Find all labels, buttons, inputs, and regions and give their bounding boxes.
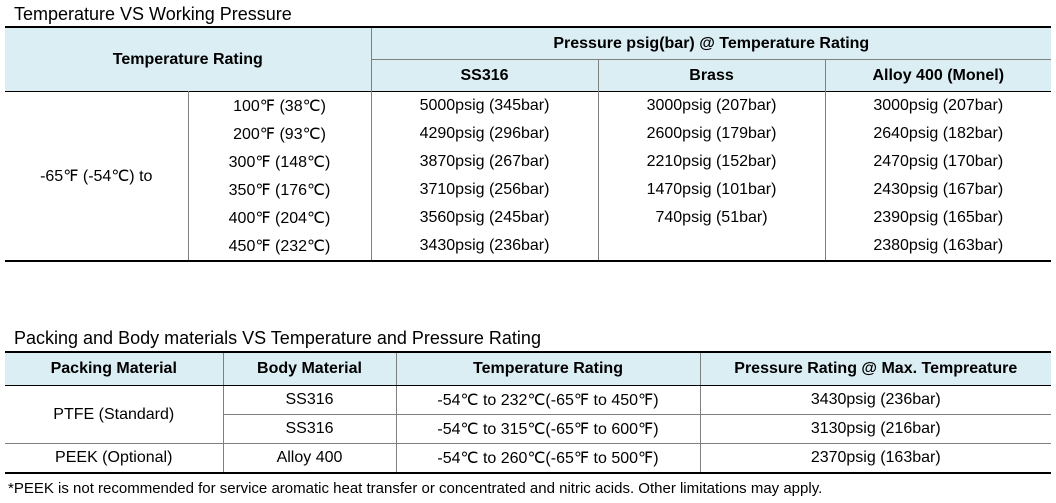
brass-cell: 740psig (51bar): [598, 204, 826, 232]
header-ss316: SS316: [371, 59, 599, 92]
body-cell: SS316: [223, 414, 397, 444]
packing-ptfe-cell: PTFE (Standard): [5, 385, 224, 444]
ss316-cell: 5000psig (345bar): [371, 91, 599, 120]
pressure-cell: 3130psig (216bar): [700, 414, 1051, 444]
alloy-cell: 2380psig (163bar): [873, 237, 1004, 254]
pressure-cell: 3430psig (236bar): [700, 385, 1051, 415]
temp-cell: -54℃ to 315℃(-65℉ to 600℉): [396, 414, 701, 444]
pressure-cell: 2370psig (163bar): [810, 449, 941, 466]
header-pressure-rating: Pressure Rating @ Max. Tempreature: [700, 352, 1051, 386]
header-brass: Brass: [598, 59, 826, 92]
temp-cell: -54℃ to 232℃(-65℉ to 450℉): [396, 385, 701, 415]
alloy-cell: 2470psig (170bar): [873, 153, 1004, 170]
table-row: 300℉ (148℃) 3870psig (267bar) 2210psig (…: [5, 148, 1051, 176]
header-packing-material: Packing Material: [5, 352, 224, 386]
temp-cell: 100℉ (38℃): [188, 91, 372, 120]
header-temperature-rating: Temperature Rating: [396, 352, 701, 386]
header-temperature-rating: Temperature Rating: [5, 27, 372, 92]
brass-cell: [598, 232, 826, 261]
temperature-range-label: -65℉ (-54℃) to: [5, 91, 189, 261]
ss316-cell: 3710psig (256bar): [371, 176, 599, 204]
table-row: 350℉ (176℃) 3710psig (256bar) 1470psig (…: [5, 176, 1051, 204]
table-row: 200℉ (93℃) 4290psig (296bar) 2600psig (1…: [5, 120, 1051, 148]
header-body-material: Body Material: [223, 352, 397, 386]
temp-cell: 300℉ (148℃): [188, 148, 372, 176]
table-row: 400℉ (204℃) 3560psig (245bar) 740psig (5…: [5, 204, 1051, 232]
brass-cell: 2600psig (179bar): [598, 120, 826, 148]
packing-body-table: Packing Material Body Material Temperatu…: [5, 351, 1051, 474]
body-cell: Alloy 400: [223, 443, 397, 473]
ss316-cell: 3870psig (267bar): [371, 148, 599, 176]
temp-cell: 350℉ (176℃): [188, 176, 372, 204]
table-row: PEEK (Optional) Alloy 400 -54℃ to 260℃(-…: [5, 443, 1051, 473]
brass-cell: 2210psig (152bar): [598, 148, 826, 176]
alloy-cell: 2390psig (165bar): [873, 209, 1004, 226]
table-row: -65℉ (-54℃) to 100℉ (38℃) 5000psig (345b…: [5, 91, 1052, 261]
header-pressure-rating: Pressure psig(bar) @ Temperature Rating: [371, 27, 1052, 60]
body-cell: SS316: [223, 385, 397, 415]
table2-title: Packing and Body materials VS Temperatur…: [14, 328, 541, 348]
temp-cell: 200℉ (93℃): [188, 120, 372, 148]
ss316-cell: 3560psig (245bar): [371, 204, 599, 232]
table-row: SS316 -54℃ to 315℃(-65℉ to 600℉) 3130psi…: [5, 414, 1051, 444]
table-row: PTFE (Standard) SS316 -54℃ to 232℃(-65℉ …: [5, 385, 1051, 444]
temp-cell: 400℉ (204℃): [188, 204, 372, 232]
ss316-cell: 3430psig (236bar): [371, 232, 599, 261]
table-row: 450℉ (232℃) 3430psig (236bar) 2380psig (…: [5, 232, 1051, 261]
temp-cell: 450℉ (232℃): [188, 232, 372, 261]
packing-peek-cell: PEEK (Optional): [5, 443, 224, 473]
brass-cell: 3000psig (207bar): [598, 91, 826, 120]
header-alloy400: Alloy 400 (Monel): [825, 59, 1052, 92]
brass-cell: 1470psig (101bar): [598, 176, 826, 204]
alloy-cell: 2430psig (167bar): [873, 181, 1004, 198]
working-pressure-table: Temperature Rating Pressure psig(bar) @ …: [5, 26, 1052, 262]
alloy-cell: 2640psig (182bar): [873, 125, 1004, 142]
footnote: *PEEK is not recommended for service aro…: [8, 480, 823, 497]
alloy-cell: 3000psig (207bar): [825, 91, 1052, 120]
table1-title: Temperature VS Working Pressure: [14, 4, 292, 24]
temp-cell: -54℃ to 260℃(-65℉ to 500℉): [396, 443, 701, 473]
ss316-cell: 4290psig (296bar): [371, 120, 599, 148]
